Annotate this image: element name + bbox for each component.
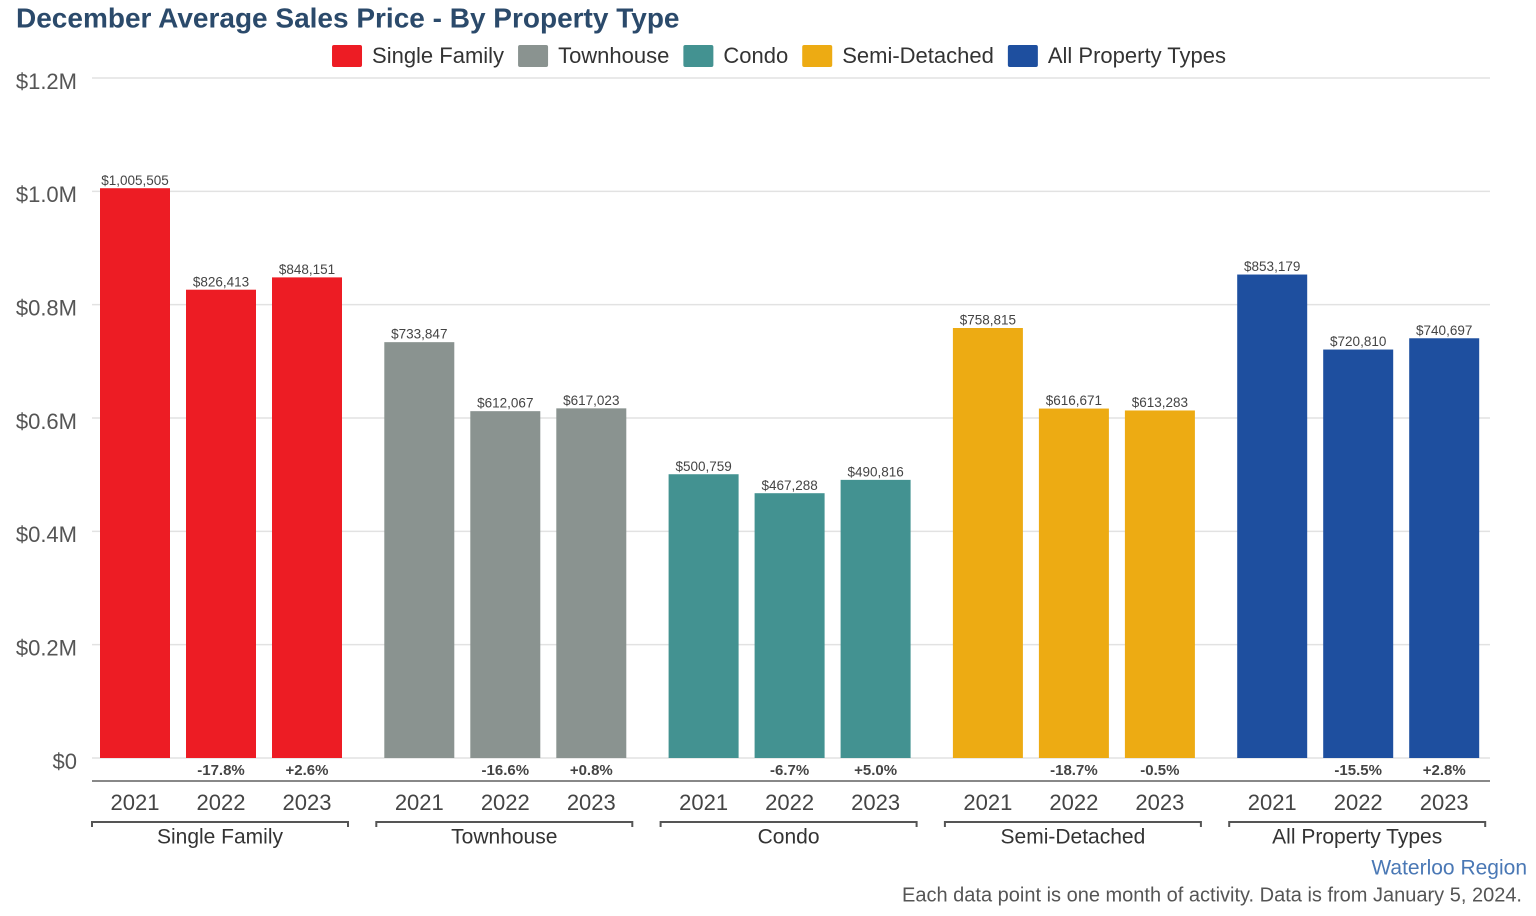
change-label: -17.8% xyxy=(197,762,245,779)
bar xyxy=(1124,410,1195,758)
x-tick-label: 2022 xyxy=(197,790,246,815)
change-label: -18.7% xyxy=(1050,762,1098,779)
x-tick-label: 2021 xyxy=(395,790,444,815)
change-label: -16.6% xyxy=(482,762,530,779)
group-bracket xyxy=(91,821,349,827)
change-label: +2.8% xyxy=(1423,762,1466,779)
bar xyxy=(1323,349,1394,758)
group-label: Semi-Detached xyxy=(1001,826,1146,849)
legend-swatch xyxy=(332,45,363,67)
x-tick-label: 2021 xyxy=(963,790,1012,815)
x-tick-label: 2023 xyxy=(283,790,332,815)
change-label: +2.6% xyxy=(286,762,329,779)
change-label: -15.5% xyxy=(1334,762,1382,779)
group-bracket xyxy=(375,821,634,827)
legend-swatch xyxy=(1007,45,1038,67)
value-label: $848,151 xyxy=(279,262,335,277)
value-label: $490,816 xyxy=(847,464,903,479)
change-label: +5.0% xyxy=(854,762,897,779)
bar xyxy=(1237,274,1308,758)
chart-title: December Average Sales Price - By Proper… xyxy=(16,2,680,33)
x-tick-label: 2022 xyxy=(481,790,530,815)
bar xyxy=(470,411,541,758)
bar xyxy=(1038,408,1109,758)
bar xyxy=(384,342,455,758)
value-label: $740,697 xyxy=(1416,323,1472,338)
legend-label: Townhouse xyxy=(558,43,669,68)
value-label: $733,847 xyxy=(391,327,447,342)
bar xyxy=(1409,338,1480,758)
value-label: $617,023 xyxy=(563,393,619,408)
legend-swatch xyxy=(683,45,714,67)
value-label: $500,759 xyxy=(675,459,731,474)
group-bracket xyxy=(1228,821,1487,827)
x-tick-label: 2022 xyxy=(765,790,814,815)
group-bracket xyxy=(943,821,1202,827)
bar xyxy=(952,328,1023,758)
change-label: +0.8% xyxy=(570,762,613,779)
bar xyxy=(100,188,170,758)
y-tick-label: $0 xyxy=(53,749,77,774)
bar xyxy=(186,289,256,758)
y-tick-label: $0.8M xyxy=(16,295,77,320)
value-label: $826,413 xyxy=(193,274,249,289)
value-label: $853,179 xyxy=(1244,259,1300,274)
y-tick-label: $0.6M xyxy=(16,409,77,434)
value-label: $613,283 xyxy=(1132,395,1188,410)
legend-label: All Property Types xyxy=(1048,43,1226,68)
legend-swatch xyxy=(802,45,833,67)
group-label: All Property Types xyxy=(1272,826,1442,849)
value-label: $616,671 xyxy=(1046,393,1102,408)
bar xyxy=(754,493,825,758)
group-bracket xyxy=(659,821,918,827)
value-label: $467,288 xyxy=(761,478,817,493)
change-label: -0.5% xyxy=(1140,762,1179,779)
region-label: Waterloo Region xyxy=(1371,857,1527,880)
x-tick-label: 2023 xyxy=(567,790,616,815)
y-tick-label: $0.4M xyxy=(16,522,77,547)
footnote: Each data point is one month of activity… xyxy=(902,884,1522,906)
value-label: $758,815 xyxy=(960,313,1016,328)
bar xyxy=(840,479,911,758)
bar xyxy=(668,474,739,758)
x-tick-label: 2023 xyxy=(1420,790,1469,815)
value-label: $1,005,505 xyxy=(101,173,169,188)
x-tick-label: 2023 xyxy=(851,790,900,815)
value-label: $612,067 xyxy=(477,396,533,411)
y-tick-label: $0.2M xyxy=(16,635,77,660)
group-label: Single Family xyxy=(157,826,284,849)
legend-label: Semi-Detached xyxy=(842,43,994,68)
x-tick-label: 2021 xyxy=(111,790,160,815)
bar xyxy=(272,277,342,758)
group-label: Townhouse xyxy=(451,826,557,849)
x-tick-label: 2022 xyxy=(1334,790,1383,815)
x-tick-label: 2022 xyxy=(1049,790,1098,815)
group-label: Condo xyxy=(758,826,820,849)
x-tick-label: 2021 xyxy=(679,790,728,815)
x-tick-label: 2023 xyxy=(1135,790,1184,815)
legend-label: Single Family xyxy=(372,43,504,68)
change-label: -6.7% xyxy=(770,762,809,779)
bar xyxy=(556,408,627,758)
x-tick-label: 2021 xyxy=(1248,790,1297,815)
y-tick-label: $1.2M xyxy=(16,69,77,94)
value-label: $720,810 xyxy=(1330,334,1386,349)
legend-swatch xyxy=(518,45,549,67)
legend-label: Condo xyxy=(723,43,788,68)
y-tick-label: $1.0M xyxy=(16,182,77,207)
